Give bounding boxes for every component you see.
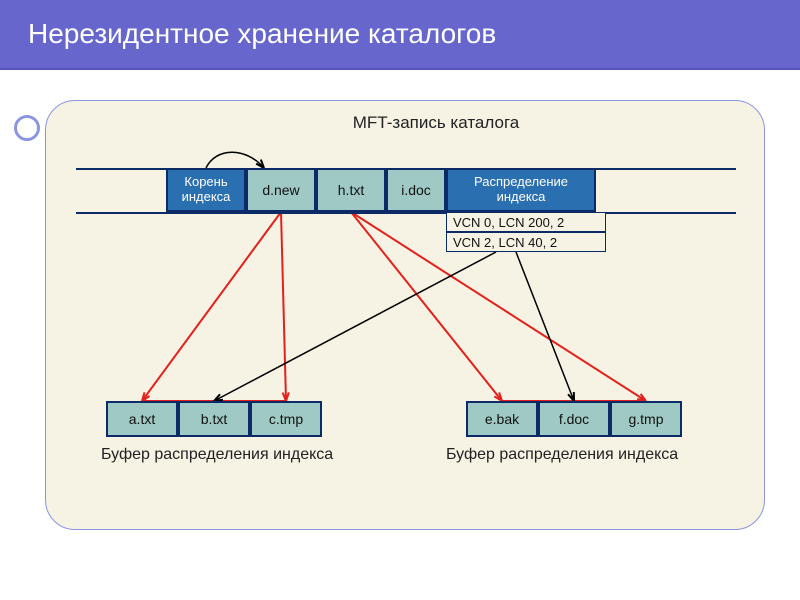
arrow-13 [214,252,496,401]
arrow-8 [281,212,286,401]
cell-ctmp: c.tmp [250,401,322,437]
buffer-caption-right: Буфер распределения индекса [446,446,678,464]
cell-idoc: i.doc [386,168,446,212]
cell-atxt: a.txt [106,401,178,437]
slide-title: Нерезидентное хранение каталогов [0,0,800,70]
bullet-decor [14,115,40,141]
cell-ebak: e.bak [466,401,538,437]
buffer-caption-left: Буфер распределения индекса [101,446,333,464]
cell-gtmp: g.tmp [610,401,682,437]
cell-fdoc: f.doc [538,401,610,437]
vcn-row-0: VCN 0, LCN 200, 2 [446,212,606,232]
cell-dnew: d.new [246,168,316,212]
cell-btxt: b.txt [178,401,250,437]
cell-dist: Распределение индекса [446,168,596,212]
arrow-7 [142,212,281,401]
mft-label: MFT-запись каталога [306,113,566,133]
rail-bottom [76,212,736,214]
vcn-row-1: VCN 2, LCN 40, 2 [446,232,606,252]
cell-root: Корень индекса [166,168,246,212]
arrow-14 [516,252,574,401]
diagram-area: MFT-запись каталога Буфер распределения … [45,100,765,530]
arrows-layer [46,101,766,531]
arrow-0 [206,152,264,168]
cell-htxt: h.txt [316,168,386,212]
